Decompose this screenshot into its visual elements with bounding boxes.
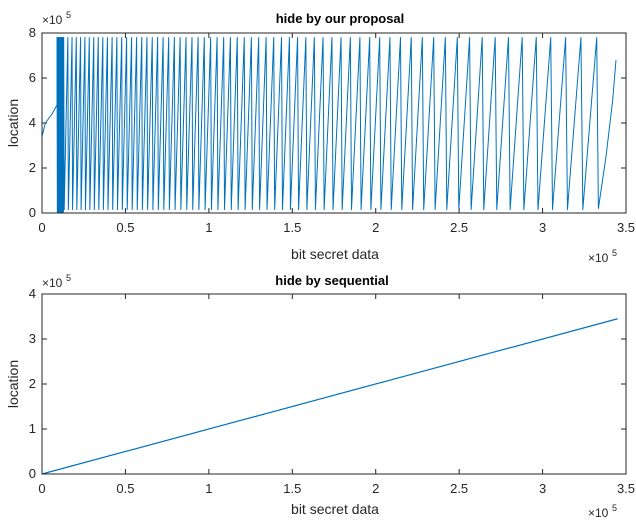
y-exponent-bottom: 5 bbox=[66, 273, 71, 283]
y-tick-label: 2 bbox=[29, 160, 36, 175]
x-tick-label: 0.5 bbox=[116, 481, 134, 496]
x-tick-label: 1 bbox=[205, 481, 212, 496]
subplot-bottom: hide by sequential ×10 5 location bit se… bbox=[5, 273, 635, 520]
axes-box-top bbox=[41, 32, 627, 214]
y-multiplier-bottom: ×10 bbox=[42, 276, 63, 290]
y-tick-label: 6 bbox=[29, 70, 36, 85]
series-line-sequential bbox=[41, 318, 618, 475]
x-multiplier-bottom: ×10 bbox=[588, 506, 609, 520]
x-tick-label: 2 bbox=[372, 481, 379, 496]
y-tick-label: 2 bbox=[29, 376, 36, 391]
ticks-top: 0 0.5 1 1.5 2 2.5 3 3.5 0 2 4 6 8 bbox=[29, 25, 635, 235]
x-tick-label: 1.5 bbox=[283, 481, 301, 496]
xlabel-top: bit secret data bbox=[291, 246, 379, 262]
x-tick-label: 0 bbox=[38, 481, 45, 496]
plot-area-top bbox=[41, 37, 617, 214]
x-exponent-top: 5 bbox=[612, 248, 617, 258]
y-tick-label: 4 bbox=[29, 286, 36, 301]
title-top: hide by our proposal bbox=[276, 11, 405, 26]
x-multiplier-top: ×10 bbox=[588, 251, 609, 265]
y-tick-label: 1 bbox=[29, 421, 36, 436]
x-tick-label: 2 bbox=[372, 220, 379, 235]
title-bottom: hide by sequential bbox=[275, 273, 388, 288]
y-tick-label: 0 bbox=[29, 466, 36, 481]
series-line-proposal bbox=[41, 37, 617, 214]
xlabel-bottom: bit secret data bbox=[291, 501, 379, 517]
x-tick-label: 1.5 bbox=[283, 220, 301, 235]
x-tick-label: 2.5 bbox=[450, 481, 468, 496]
plot-area-bottom bbox=[41, 318, 618, 475]
y-multiplier-top: ×10 bbox=[42, 13, 63, 27]
y-tick-label: 8 bbox=[29, 25, 36, 40]
x-tick-label: 1 bbox=[205, 220, 212, 235]
y-tick-label: 0 bbox=[29, 205, 36, 220]
subplot-top: hide by our proposal ×10 5 location bit … bbox=[5, 10, 635, 265]
ylabel-bottom: location bbox=[5, 360, 21, 408]
x-tick-label: 0.5 bbox=[116, 220, 134, 235]
x-tick-label: 3.5 bbox=[617, 481, 635, 496]
x-tick-label: 2.5 bbox=[450, 220, 468, 235]
x-exponent-bottom: 5 bbox=[612, 503, 617, 513]
x-tick-label: 3.5 bbox=[617, 220, 635, 235]
x-tick-label: 0 bbox=[38, 220, 45, 235]
ticks-bottom: 0 0.5 1 1.5 2 2.5 3 3.5 0 1 2 3 4 bbox=[29, 286, 635, 496]
y-exponent-top: 5 bbox=[66, 10, 71, 20]
ylabel-top: location bbox=[5, 99, 21, 147]
y-tick-label: 3 bbox=[29, 331, 36, 346]
axes-box-bottom bbox=[41, 293, 627, 475]
x-tick-label: 3 bbox=[539, 220, 546, 235]
y-tick-label: 4 bbox=[29, 115, 36, 130]
x-tick-label: 3 bbox=[539, 481, 546, 496]
